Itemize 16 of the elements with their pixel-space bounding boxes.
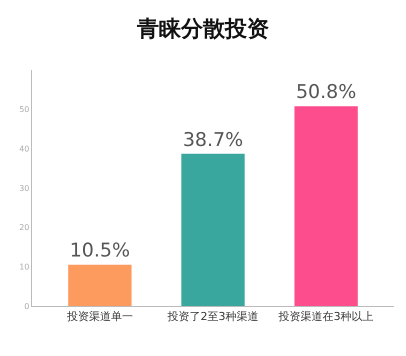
x-tick-label: 投资渠道在3种以上 bbox=[278, 310, 374, 324]
bar bbox=[181, 154, 245, 306]
y-tick-label: 10 bbox=[19, 262, 30, 272]
y-tick-label: 40 bbox=[19, 144, 30, 154]
y-tick-label: 20 bbox=[19, 223, 30, 232]
data-label: 38.7% bbox=[182, 128, 244, 151]
data-label: 50.8% bbox=[296, 81, 356, 104]
data-label: 10.5% bbox=[70, 240, 130, 262]
chart-title: 青睐分散投资 bbox=[136, 17, 269, 42]
y-tick-label: 50 bbox=[19, 105, 30, 114]
bar bbox=[294, 106, 358, 306]
x-tick-label: 投资了2至3种渠道 bbox=[166, 310, 258, 324]
x-tick-label: 投资渠道单一 bbox=[66, 310, 133, 324]
y-tick-label: 30 bbox=[19, 184, 30, 193]
bar bbox=[68, 264, 132, 306]
y-tick-label: 0 bbox=[24, 302, 30, 311]
